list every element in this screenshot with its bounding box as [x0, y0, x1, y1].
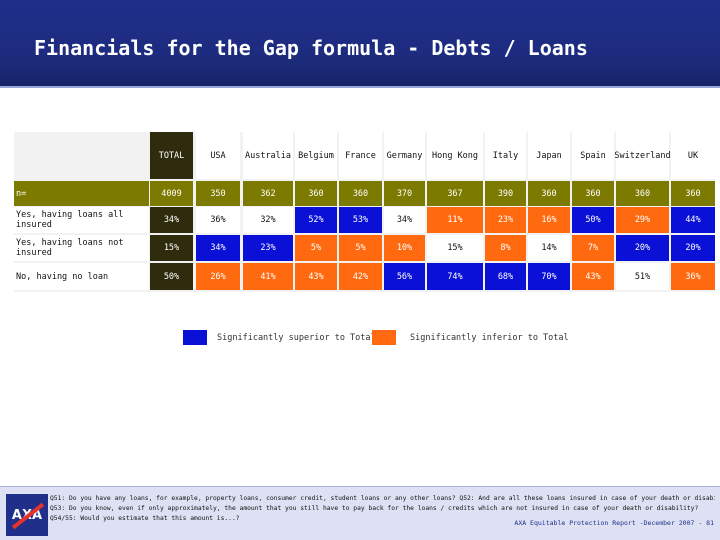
- table-cell: 20%: [616, 235, 669, 261]
- table-cell: 360: [339, 181, 382, 206]
- results-table: TOTAL USA Australia Belgium France Germany Hon…: [14, 132, 715, 292]
- row-label: Yes, having loans not insured: [14, 235, 149, 261]
- table-cell: 52%: [295, 207, 337, 233]
- table-cell: 41%: [243, 263, 293, 290]
- table-cell: 36%: [196, 207, 240, 233]
- table-cell: 390: [485, 181, 526, 206]
- table-cell: 51%: [616, 263, 669, 290]
- table-cell: 53%: [339, 207, 382, 233]
- row-label: No, having no loan: [14, 263, 149, 290]
- row-label: Yes, having loans all insured: [14, 207, 149, 233]
- column-header: TOTAL: [150, 132, 193, 179]
- table-cell: 20%: [671, 235, 715, 261]
- table-cell: 16%: [528, 207, 570, 233]
- table-cell: 360: [528, 181, 570, 206]
- footnote-q53: Q53: Do you know, even if only approxima…: [50, 505, 699, 512]
- legend-superior-label: Significantly superior to Total: [217, 333, 376, 343]
- table-cell: 350: [196, 181, 240, 206]
- footnote-q54-q55: Q54/55: Would you estimate that this amo…: [50, 515, 240, 522]
- header-divider: [0, 86, 720, 88]
- footer-divider: [0, 486, 720, 487]
- table-cell: 360: [671, 181, 715, 206]
- table-cell: 74%: [427, 263, 483, 290]
- header-band: [0, 0, 720, 86]
- column-header: Japan: [528, 132, 570, 179]
- table-cell: 4009: [150, 181, 193, 206]
- table-cell: 23%: [243, 235, 293, 261]
- table-cell: 23%: [485, 207, 526, 233]
- legend-inferior-swatch: [372, 330, 396, 345]
- table-cell: 5%: [339, 235, 382, 261]
- table-cell: 5%: [295, 235, 337, 261]
- page-title: Financials for the Gap formula - Debts /…: [34, 36, 588, 60]
- table-cell: 34%: [196, 235, 240, 261]
- table-cell: 370: [384, 181, 425, 206]
- column-header: Australia: [243, 132, 293, 179]
- table-cell: 56%: [384, 263, 425, 290]
- table-cell: 10%: [384, 235, 425, 261]
- column-header: USA: [196, 132, 240, 179]
- footnote-q51-q52: Q51: Do you have any loans, for example,…: [50, 495, 715, 502]
- table-cell: 362: [243, 181, 293, 206]
- column-header: Hong Kong: [427, 132, 483, 179]
- table-cell: 367: [427, 181, 483, 206]
- footnotes: Q51: Do you have any loans, for example,…: [50, 494, 715, 524]
- table-cell: 360: [572, 181, 614, 206]
- table-cell: 360: [295, 181, 337, 206]
- table-cell: 50%: [150, 263, 193, 290]
- column-header: UK: [671, 132, 715, 179]
- table-cell: 14%: [528, 235, 570, 261]
- table-cell: 32%: [243, 207, 293, 233]
- report-reference: AXA Equitable Protection Report -Decembe…: [514, 519, 714, 527]
- table-cell: 68%: [485, 263, 526, 290]
- table-cell: 29%: [616, 207, 669, 233]
- table-cell: 7%: [572, 235, 614, 261]
- table-cell: 36%: [671, 263, 715, 290]
- table-cell: 26%: [196, 263, 240, 290]
- column-header: France: [339, 132, 382, 179]
- table-cell: 34%: [150, 207, 193, 233]
- footer-band: [0, 486, 720, 540]
- table-cell: 15%: [427, 235, 483, 261]
- legend-inferior-label: Significantly inferior to Total: [410, 333, 569, 343]
- table-cell: 43%: [572, 263, 614, 290]
- table-cell: 70%: [528, 263, 570, 290]
- axa-logo: AXA: [6, 494, 48, 536]
- table-cell: 50%: [572, 207, 614, 233]
- column-header: Spain: [572, 132, 614, 179]
- row-label: n=: [14, 181, 149, 206]
- column-header: Italy: [485, 132, 526, 179]
- table-cell: 43%: [295, 263, 337, 290]
- table-cell: 11%: [427, 207, 483, 233]
- table-cell: 8%: [485, 235, 526, 261]
- column-header: Belgium: [295, 132, 337, 179]
- table-cell: 42%: [339, 263, 382, 290]
- table-cell: 34%: [384, 207, 425, 233]
- column-header: Switzerland: [614, 132, 671, 179]
- table-cell: 360: [616, 181, 669, 206]
- table-cell: 44%: [671, 207, 715, 233]
- column-header: Germany: [384, 132, 425, 179]
- table-cell: 15%: [150, 235, 193, 261]
- legend-superior-swatch: [183, 330, 207, 345]
